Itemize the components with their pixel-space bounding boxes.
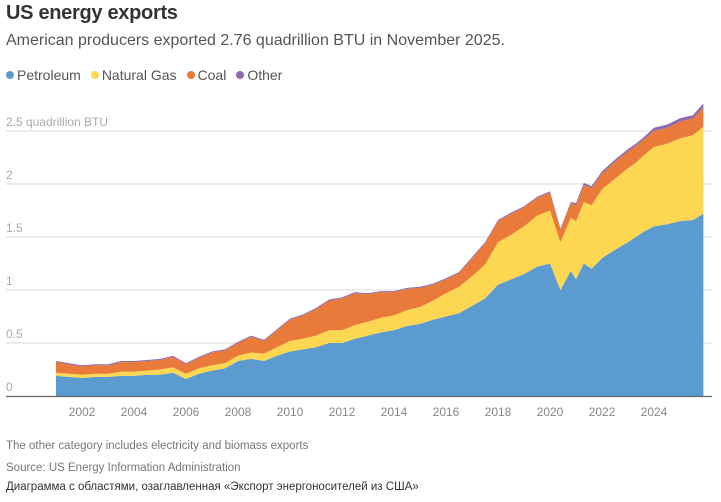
x-tick-label: 2018 [485, 405, 512, 419]
area-chart: 00.511.522.5 quadrillion BTU 2002 2004 200… [6, 103, 712, 419]
x-tick-label: 2004 [121, 405, 148, 419]
x-tick-label: 2016 [433, 405, 460, 419]
legend-item-natural-gas: Natural Gas [90, 67, 177, 83]
x-tick-label: 2010 [277, 405, 304, 419]
legend-item-other: Other [236, 67, 282, 83]
area-petroleum [56, 213, 704, 396]
x-tick-label: 2022 [589, 405, 616, 419]
legend: Petroleum Natural Gas Coal Other [6, 67, 282, 83]
legend-dot-petroleum [6, 71, 14, 79]
legend-item-coal: Coal [186, 67, 227, 83]
y-tick-label: 0.5 [6, 327, 23, 341]
legend-label-coal: Coal [197, 67, 227, 83]
x-tick-label: 2014 [381, 405, 408, 419]
y-tick-label: 2.5 quadrillion BTU [6, 115, 108, 129]
areas [56, 103, 704, 396]
legend-dot-coal [186, 71, 195, 79]
x-tick-label: 2008 [225, 405, 252, 419]
y-tick-label: 2 [6, 168, 13, 182]
area-natural-gas [56, 126, 704, 379]
y-tick-label: 1 [6, 274, 13, 288]
x-tick-label: 2024 [641, 405, 668, 419]
footnote-other-category: The other category includes electricity … [6, 440, 309, 452]
chart-subtitle: American producers exported 2.76 quadril… [6, 32, 505, 49]
x-tick-label: 2006 [173, 405, 200, 419]
x-tick-label: 2002 [69, 405, 96, 419]
x-tick-label: 2020 [537, 405, 564, 419]
y-tick-label: 0 [6, 380, 13, 394]
x-tick-label: 2012 [329, 405, 356, 419]
y-tick-label: 1.5 [6, 221, 23, 235]
legend-label-other: Other [247, 67, 283, 83]
legend-item-petroleum: Petroleum [6, 67, 81, 83]
alt-description: Диаграмма с областями, озаглавленная «Эк… [6, 481, 419, 493]
legend-dot-natural-gas [90, 71, 99, 79]
source-note: Source: US Energy Information Administra… [6, 462, 241, 474]
legend-label-natural-gas: Natural Gas [101, 67, 177, 83]
legend-dot-other [236, 71, 245, 79]
chart-title: US energy exports [6, 2, 178, 24]
y-axis-labels: 0 0.5 1 1.5 2 2.5 quadrillion BTU [6, 115, 108, 394]
legend-label-petroleum: Petroleum [17, 67, 81, 83]
x-axis-labels: 2002 2004 2006 2008 2010 2012 2014 2016 2018 2020… [69, 405, 668, 419]
